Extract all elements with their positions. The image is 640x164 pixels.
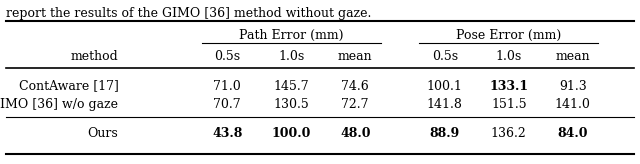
Text: 100.0: 100.0: [271, 127, 311, 140]
Text: 43.8: 43.8: [212, 127, 243, 140]
Text: mean: mean: [556, 50, 590, 63]
Text: 145.7: 145.7: [273, 80, 309, 93]
Text: 91.3: 91.3: [559, 80, 587, 93]
Text: 70.7: 70.7: [213, 98, 241, 112]
Text: 88.9: 88.9: [429, 127, 460, 140]
Text: 141.8: 141.8: [427, 98, 463, 112]
Text: 84.0: 84.0: [557, 127, 588, 140]
Text: 100.1: 100.1: [427, 80, 463, 93]
Text: 72.7: 72.7: [342, 98, 369, 112]
Text: Path Error (mm): Path Error (mm): [239, 29, 344, 42]
Text: Pose Error (mm): Pose Error (mm): [456, 29, 561, 42]
Text: report the results of the GIMO [36] method without gaze.: report the results of the GIMO [36] meth…: [6, 7, 372, 20]
Text: ContAware [17]: ContAware [17]: [19, 80, 118, 93]
Text: 1.0s: 1.0s: [495, 50, 522, 63]
Text: 130.5: 130.5: [273, 98, 309, 112]
Text: method: method: [70, 50, 118, 63]
Text: 0.5s: 0.5s: [214, 50, 240, 63]
Text: 74.6: 74.6: [341, 80, 369, 93]
Text: 0.5s: 0.5s: [432, 50, 458, 63]
Text: 151.5: 151.5: [491, 98, 527, 112]
Text: 1.0s: 1.0s: [278, 50, 305, 63]
Text: 133.1: 133.1: [489, 80, 529, 93]
Text: 48.0: 48.0: [340, 127, 371, 140]
Text: Ours: Ours: [88, 127, 118, 140]
Text: GIMO [36] w/o gaze: GIMO [36] w/o gaze: [0, 98, 118, 112]
Text: 141.0: 141.0: [555, 98, 591, 112]
Text: 136.2: 136.2: [491, 127, 527, 140]
Text: 71.0: 71.0: [213, 80, 241, 93]
Text: mean: mean: [338, 50, 372, 63]
